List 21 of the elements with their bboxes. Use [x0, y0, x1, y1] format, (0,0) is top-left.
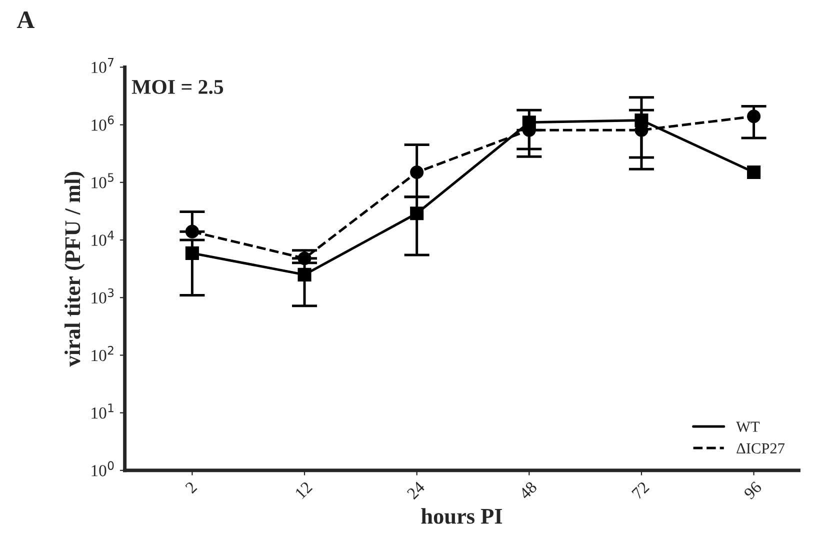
x-tick-label: 72 [631, 481, 650, 500]
y-axis-title: viral titer (PFU / ml) [64, 172, 85, 367]
chart-title: A [16, 11, 35, 28]
annotation: MOI = 2.5 [132, 80, 224, 94]
y-tick-label: 10$^{3}$ [92, 288, 114, 304]
y-tick-label: 10$^{6}$ [92, 116, 114, 131]
x-tick-label: 12 [294, 481, 313, 500]
x-tick-label: 2 [184, 481, 198, 494]
y-tick-label: 10$^{7}$ [92, 58, 114, 74]
x-tick-label: 48 [518, 480, 538, 500]
y-tick-label: 10$^{5}$ [92, 173, 114, 188]
y-tick-label: 10$^{0}$ [92, 461, 114, 476]
x-tick-label: 96 [743, 480, 762, 500]
y-tick-label: 10$^{2}$ [92, 346, 114, 362]
x-axis-title: hours PI [421, 508, 502, 524]
legend-label: ΔICP27 [736, 443, 785, 454]
y-tick-label: 10$^{1}$ [92, 404, 114, 419]
legend-label: WT [736, 422, 760, 432]
x-tick-label: 24 [406, 480, 426, 500]
point [747, 165, 761, 180]
y-tick-label: 10$^{4}$ [92, 230, 114, 246]
